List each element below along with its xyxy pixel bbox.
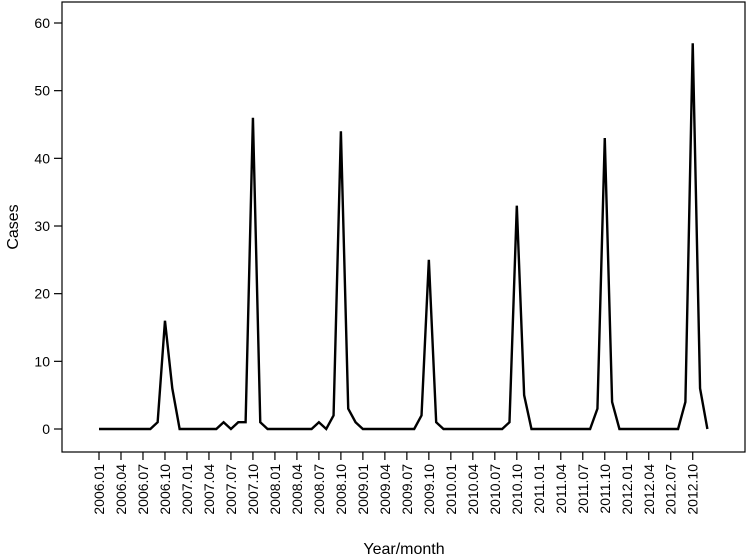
y-tick-label: 10	[34, 353, 50, 369]
x-tick-label: 2010.10	[509, 464, 525, 515]
x-tick-label: 2010.04	[465, 464, 481, 515]
x-tick-label: 2012.04	[641, 464, 657, 515]
x-tick-label: 2008.07	[311, 464, 327, 515]
x-tick-label: 2009.04	[377, 464, 393, 515]
x-tick-label: 2006.01	[91, 464, 107, 515]
x-tick-label: 2011.10	[597, 464, 613, 514]
x-tick-label: 2011.01	[531, 464, 547, 514]
x-tick-label: 2007.04	[201, 464, 217, 515]
y-tick-label: 0	[42, 421, 50, 437]
x-tick-label: 2010.01	[443, 464, 459, 515]
x-tick-label: 2007.10	[245, 464, 261, 515]
y-tick-label: 60	[34, 15, 50, 31]
x-tick-label: 2007.07	[223, 464, 239, 515]
plot-frame	[61, 1, 746, 453]
y-tick-label: 40	[34, 150, 50, 166]
x-tick-label: 2010.07	[487, 464, 503, 515]
x-tick-label: 2009.01	[355, 464, 371, 515]
x-tick-label: 2008.10	[333, 464, 349, 515]
x-tick-label: 2012.10	[685, 464, 701, 515]
y-tick-label: 20	[34, 286, 50, 302]
y-tick-label: 50	[34, 83, 50, 99]
y-tick-label: 30	[34, 218, 50, 234]
x-tick-label: 2011.07	[575, 464, 591, 514]
x-tick-label: 2012.01	[619, 464, 635, 515]
x-tick-label: 2011.04	[553, 464, 569, 514]
x-tick-label: 2006.07	[135, 464, 151, 515]
y-axis: 0 10 20 30 40 50 60	[34, 15, 62, 437]
series-line	[99, 43, 709, 431]
x-tick-label: 2006.04	[113, 464, 129, 515]
x-tick-label: 2009.07	[399, 464, 415, 515]
x-tick-label: 2006.10	[157, 464, 173, 515]
x-axis-title: Year/month	[363, 541, 444, 558]
x-tick-label: 2009.10	[421, 464, 437, 515]
x-tick-label: 2008.04	[289, 464, 305, 515]
x-tick-label: 2012.07	[663, 464, 679, 515]
y-axis-title: Cases	[5, 204, 22, 249]
x-tick-label: 2008.01	[267, 464, 283, 515]
x-tick-label: 2007.01	[179, 464, 195, 515]
series-points	[99, 43, 708, 429]
x-axis: 2006.01 2006.04 2006.07 2006.10 2007.01 2007.…	[91, 452, 701, 515]
